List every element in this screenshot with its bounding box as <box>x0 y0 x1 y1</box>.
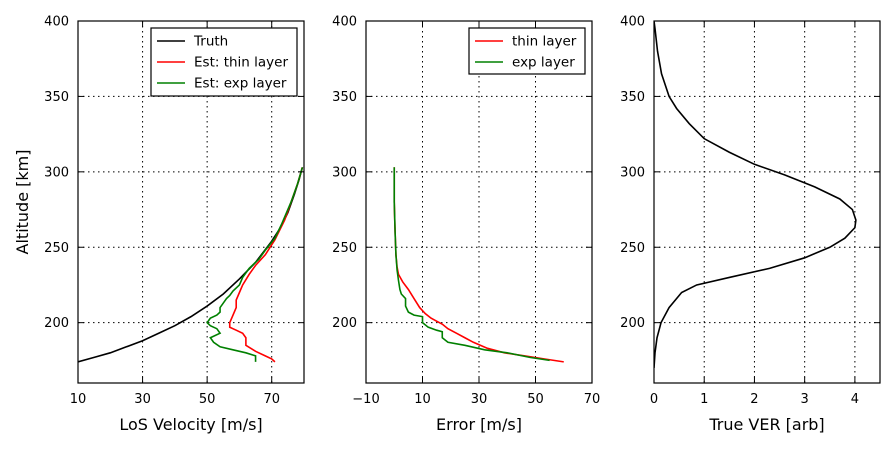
x-tick-label: 50 <box>527 392 544 407</box>
y-tick-label: 400 <box>332 15 357 30</box>
x-tick-label: 1 <box>700 392 708 407</box>
y-tick-label: 200 <box>620 316 645 331</box>
y-tick-label: 300 <box>332 165 357 180</box>
axes-frame <box>77 20 305 384</box>
x-tick-label: 4 <box>851 392 859 407</box>
y-tick-label: 350 <box>620 90 645 105</box>
series-line-est-thin-layer <box>228 167 304 363</box>
x-tick-label: 2 <box>750 392 758 407</box>
y-tick-label: 400 <box>44 15 69 30</box>
x-tick-label: 10 <box>70 392 87 407</box>
x-tick-label: 10 <box>414 392 431 407</box>
panel-error: −10 10 30 50 70 200 250 300 350 400 Error [m/s] thi… <box>332 15 600 435</box>
x-tick-label: 70 <box>584 392 601 407</box>
x-tick-label: −10 <box>352 392 379 407</box>
panel-los-velocity: 10 30 50 70 200 250 300 350 400 LoS Velocity [m/s… <box>13 15 305 434</box>
y-tick-label: 350 <box>44 90 69 105</box>
y-tick-label: 300 <box>44 165 69 180</box>
y-tick-label: 200 <box>332 316 357 331</box>
y-tick-label: 200 <box>44 316 69 331</box>
legend-label: Est: thin layer <box>194 55 288 71</box>
x-tick-label: 70 <box>263 392 280 407</box>
y-tick-label: 350 <box>332 90 357 105</box>
y-tick-label: 250 <box>44 241 69 256</box>
x-axis-label: True VER [arb] <box>708 415 824 434</box>
panel-true-ver: 0 1 2 3 4 200 250 300 350 400 True VER [arb] <box>620 15 881 434</box>
y-axis-label: Altitude [km] <box>13 150 32 255</box>
y-tick-label: 400 <box>620 15 645 30</box>
legend-label: Truth <box>193 34 228 50</box>
series-line-truth <box>78 167 304 363</box>
legend-box <box>468 27 586 75</box>
x-tick-label: 30 <box>134 392 151 407</box>
x-axis-label: Error [m/s] <box>436 415 522 434</box>
legend-label: exp layer <box>512 55 575 71</box>
x-tick-label: 3 <box>801 392 809 407</box>
x-tick-label: 50 <box>199 392 216 407</box>
x-tick-label: 0 <box>650 392 658 407</box>
series-line-est-exp-layer <box>206 167 304 362</box>
y-tick-label: 300 <box>620 165 645 180</box>
series-line-exp-layer <box>393 167 550 362</box>
legend-label: thin layer <box>512 34 577 50</box>
legend: thin layer exp layer <box>468 27 586 75</box>
legend-label: Est: exp layer <box>194 76 287 92</box>
axes-frame <box>653 20 881 384</box>
legend: Truth Est: thin layer Est: exp layer <box>150 27 298 97</box>
x-tick-label: 30 <box>471 392 488 407</box>
y-tick-label: 250 <box>620 241 645 256</box>
x-axis-label: LoS Velocity [m/s] <box>119 415 262 434</box>
series-line-0 <box>654 21 857 368</box>
y-tick-label: 250 <box>332 241 357 256</box>
